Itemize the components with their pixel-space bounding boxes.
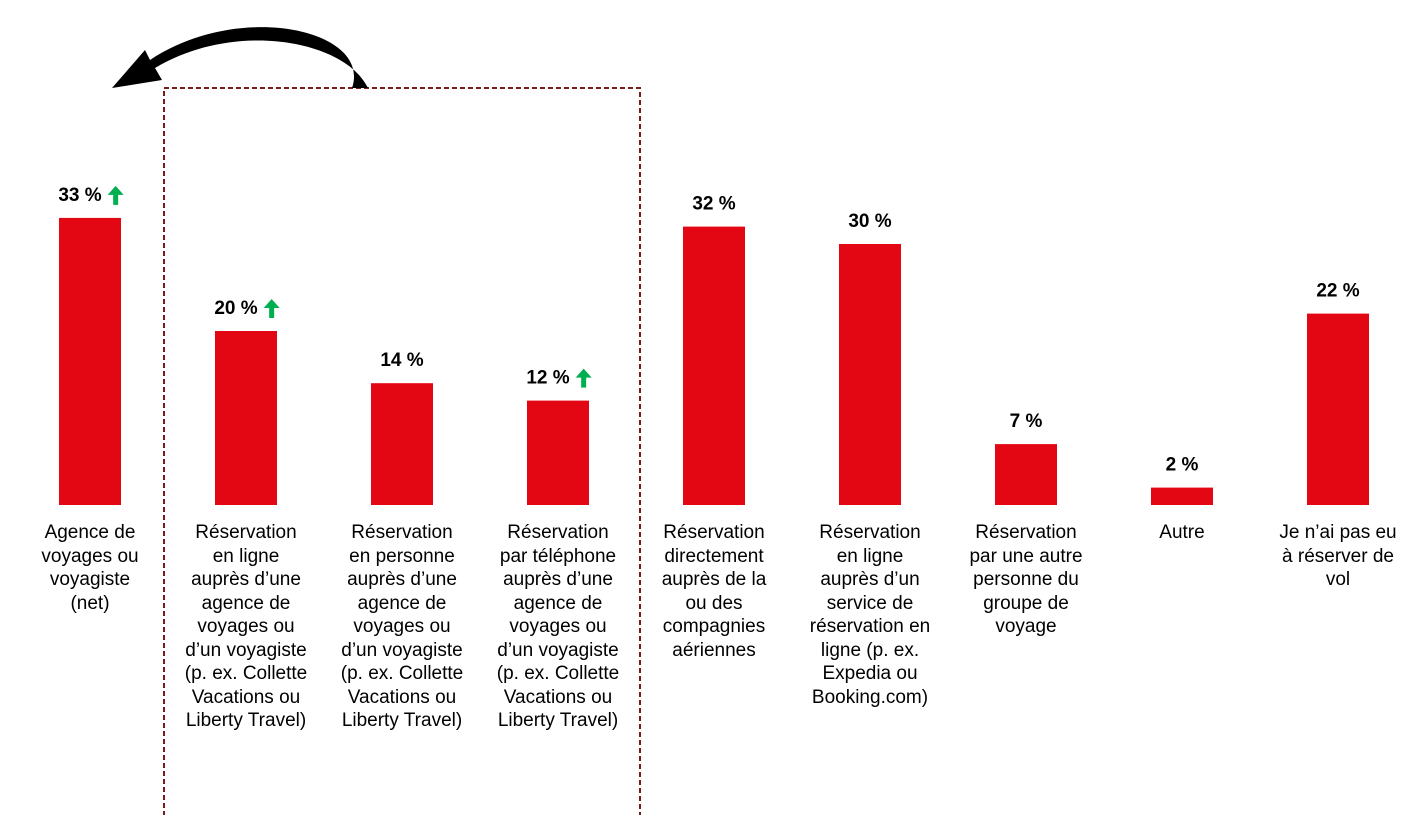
- value-label: 7 %: [1010, 411, 1043, 432]
- x-tick-label: Autre: [1159, 522, 1205, 543]
- x-tick-label: Réservation en ligne auprès d’une agence…: [184, 522, 308, 731]
- value-label: 14 %: [380, 350, 423, 371]
- x-tick-label: Réservation par une autre personne du gr…: [969, 522, 1083, 637]
- curved-arrow: [112, 27, 368, 88]
- x-tick-label: Je n’ai pas eu à réserver de vol: [1279, 522, 1397, 590]
- bar: [1307, 313, 1369, 505]
- bar: [683, 226, 745, 505]
- bar: [527, 400, 589, 505]
- value-label: 22 %: [1316, 281, 1359, 302]
- bar: [59, 217, 121, 505]
- value-label: 20 %: [214, 298, 257, 319]
- bar: [995, 444, 1057, 505]
- bar: [839, 244, 901, 505]
- x-tick-label: Agence de voyages ou voyagiste (net): [41, 522, 139, 614]
- value-label: 2 %: [1166, 455, 1199, 476]
- value-label: 32 %: [692, 194, 735, 215]
- x-tick-label: Réservation directement auprès de la ou …: [661, 522, 767, 661]
- value-label: 33 %: [58, 185, 101, 206]
- x-tick-label: Réservation en ligne auprès d’un service…: [809, 522, 931, 708]
- value-label: 30 %: [848, 211, 891, 232]
- increase-arrow: [263, 299, 280, 318]
- x-tick-label: Réservation en personne auprès d’une age…: [340, 522, 464, 731]
- increase-arrow: [575, 368, 592, 388]
- increase-arrow: [107, 185, 124, 205]
- bar: [1151, 487, 1213, 505]
- bar: [215, 331, 277, 505]
- bar: [371, 383, 433, 505]
- value-label: 12 %: [526, 368, 569, 389]
- x-tick-label: Réservation par téléphone auprès d’une a…: [496, 522, 620, 731]
